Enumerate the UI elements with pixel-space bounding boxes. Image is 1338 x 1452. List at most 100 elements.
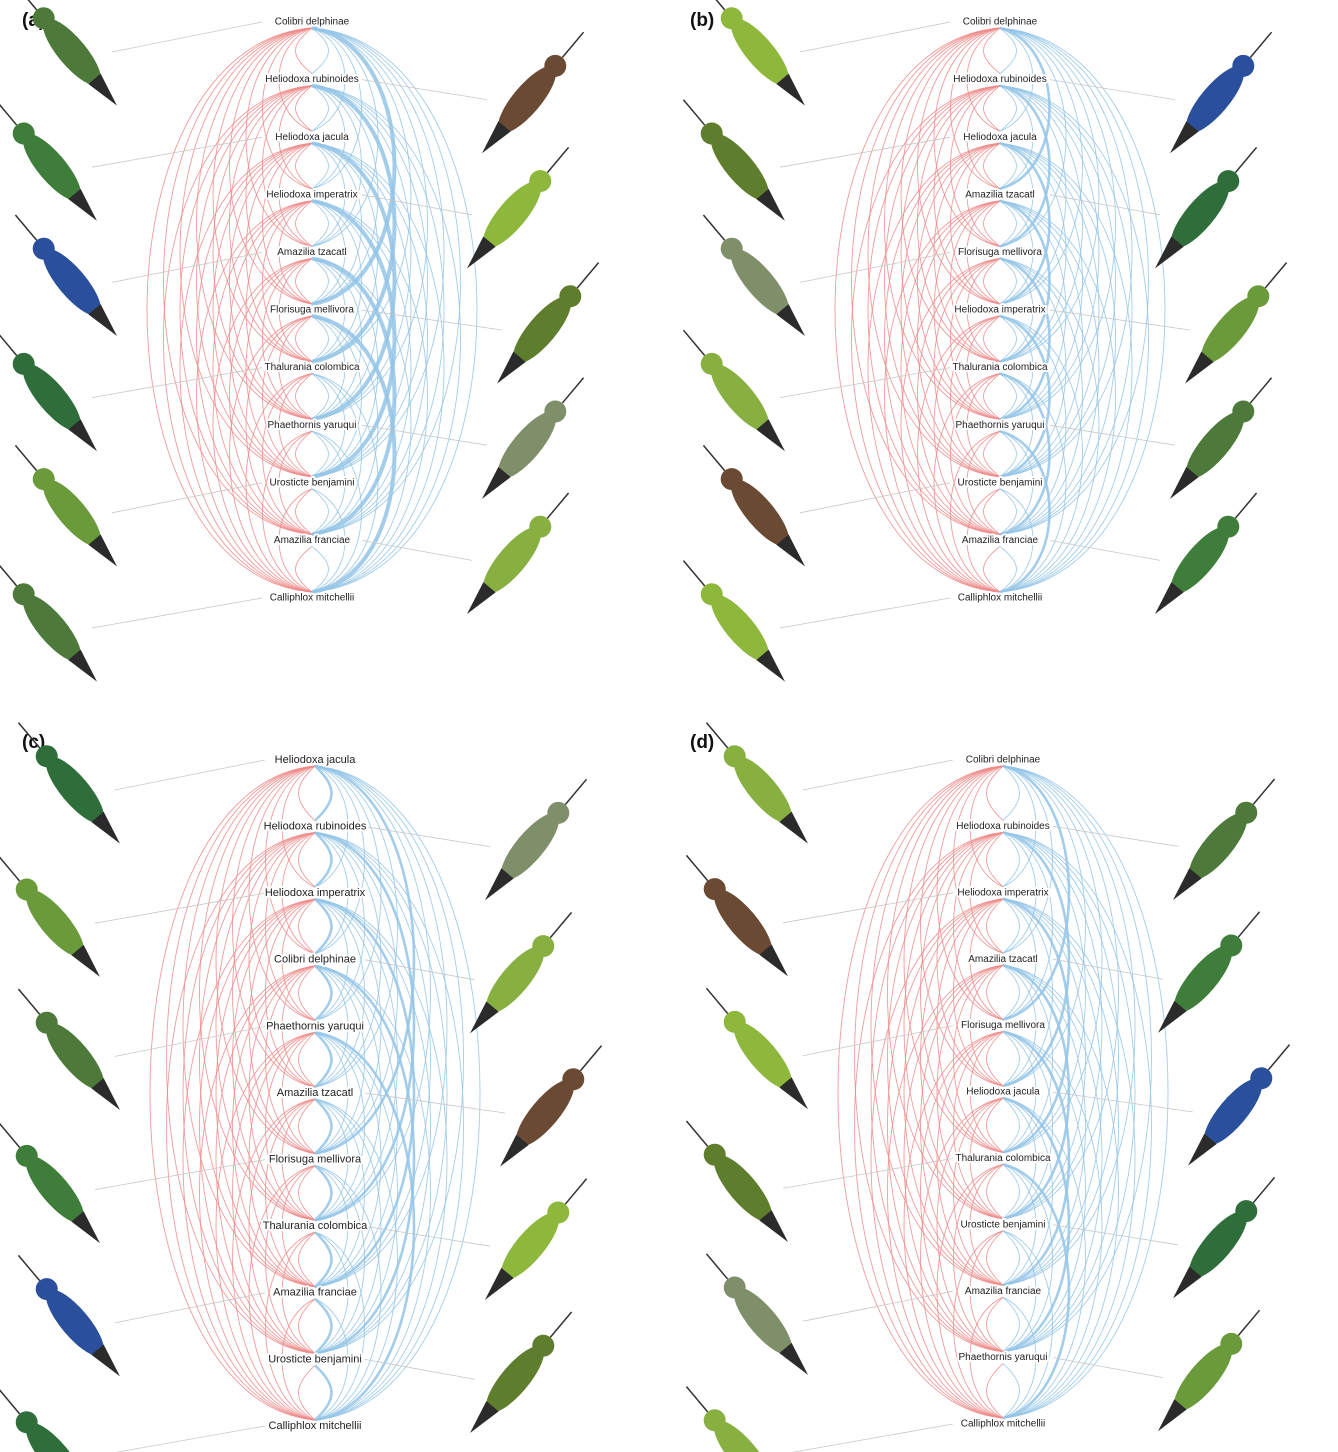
bird-beak — [0, 561, 17, 586]
bird-illustration — [676, 846, 799, 985]
red-arc — [855, 832, 1004, 1418]
node-label: Urosticte benjamini — [960, 1219, 1045, 1230]
blue-arc — [1000, 86, 1149, 592]
blue-arc — [1003, 766, 1152, 1352]
red-arc — [987, 1231, 1004, 1285]
blue-arc — [1003, 965, 1053, 1152]
bird-beak — [1265, 263, 1286, 288]
red-arc — [299, 966, 316, 1021]
bird-beak — [1253, 779, 1274, 804]
node-label: Thalurania colombica — [952, 362, 1047, 373]
blue-arc — [312, 374, 329, 420]
red-arc — [266, 766, 316, 954]
bird-beak — [550, 912, 571, 937]
bird-illustration — [0, 321, 108, 460]
bird-illustration — [0, 1380, 111, 1452]
panel-label: (b) — [690, 10, 714, 31]
bird-illustration — [693, 436, 816, 575]
blue-arc — [312, 316, 329, 362]
node-label: Amazilia tzacatl — [277, 1087, 353, 1099]
bird-illustration — [489, 1037, 612, 1176]
blue-arc — [315, 1232, 332, 1287]
bird-beak — [683, 100, 704, 125]
red-arc — [233, 899, 316, 1220]
blue-arc — [1003, 1297, 1020, 1351]
blue-arc — [312, 86, 329, 132]
red-arc — [164, 28, 313, 534]
figure: (a)Colibri delphinaeHeliodoxa rubinoides… — [0, 0, 1338, 1452]
red-arc — [987, 1364, 1004, 1418]
bird-beak — [580, 1046, 601, 1071]
bird-illustration — [459, 903, 582, 1042]
leader-line — [92, 598, 262, 628]
red-arc — [954, 1098, 1004, 1285]
bird-beak — [550, 1312, 571, 1337]
red-arc — [984, 258, 1001, 304]
red-arc — [266, 966, 316, 1154]
leader-line — [112, 22, 262, 52]
blue-arc — [312, 431, 329, 477]
bird-illustration — [673, 321, 796, 460]
node-label: Phaethornis yaruqui — [956, 420, 1045, 431]
panel: (c)Heliodoxa jaculaHeliodoxa rubinoidesH… — [0, 714, 612, 1452]
blue-arc — [1003, 1032, 1020, 1086]
red-arc — [296, 546, 313, 592]
leader-line — [1053, 826, 1178, 846]
leader-line — [95, 1426, 265, 1452]
bird-beak — [0, 330, 17, 355]
red-arc — [987, 1297, 1004, 1351]
bird-beak — [547, 147, 568, 172]
leader-line — [112, 252, 262, 282]
blue-arc — [312, 143, 329, 189]
node-label: Heliodoxa imperatrix — [266, 189, 357, 200]
node-label: Amazilia franciae — [273, 1287, 357, 1299]
blue-arc — [315, 1365, 332, 1420]
blue-arc — [315, 899, 398, 1220]
bird-beak — [565, 779, 586, 804]
node-label: Florisuga mellivora — [269, 1154, 362, 1166]
red-arc — [984, 489, 1001, 535]
red-arc — [266, 833, 316, 1021]
bird-beak — [18, 1255, 39, 1280]
node-label: Thalurania colombica — [263, 1220, 368, 1232]
blue-arc — [1003, 1231, 1053, 1418]
panel: (b)Colibri delphinaeHeliodoxa rubinoides… — [673, 0, 1298, 691]
node-label: Calliphlox mitchellii — [269, 1420, 362, 1432]
red-arc — [266, 899, 316, 1087]
blue-arc — [315, 1099, 365, 1287]
node-label: Thalurania colombica — [955, 1153, 1050, 1164]
bird-beak — [0, 1122, 20, 1147]
red-arc — [954, 1231, 1004, 1418]
leader-line — [362, 540, 472, 560]
red-arc — [987, 766, 1004, 820]
red-arc — [233, 1032, 316, 1353]
node-label: Amazilia franciae — [962, 535, 1039, 546]
blue-arc — [312, 201, 329, 247]
bird-illustration — [456, 138, 579, 277]
blue-arc — [315, 833, 365, 1021]
blue-arc — [1003, 832, 1020, 886]
red-arc — [984, 316, 1001, 362]
red-arc — [296, 489, 313, 535]
red-arc — [921, 965, 1004, 1285]
red-arc — [984, 201, 1001, 247]
bird-beak — [683, 561, 704, 586]
bird-beak — [703, 215, 724, 240]
leader-line — [803, 1026, 953, 1056]
red-arc — [987, 899, 1004, 953]
bird-beak — [706, 1254, 727, 1279]
node-label: Heliodoxa rubinoides — [265, 74, 358, 85]
leader-line — [780, 137, 950, 167]
blue-arc — [312, 546, 329, 592]
bird-illustration — [1162, 1168, 1285, 1307]
node-label: Colibri delphinae — [274, 954, 356, 966]
node-label: Amazilia tzacatl — [965, 189, 1034, 200]
leader-line — [1053, 1092, 1193, 1112]
red-arc — [299, 1232, 316, 1287]
panel-label: (d) — [690, 732, 714, 753]
red-arc — [987, 1032, 1004, 1086]
leader-line — [783, 1424, 953, 1452]
node-label: Calliphlox mitchellii — [270, 593, 354, 604]
bird-illustration — [1177, 1036, 1300, 1175]
blue-arc — [1003, 899, 1086, 1219]
